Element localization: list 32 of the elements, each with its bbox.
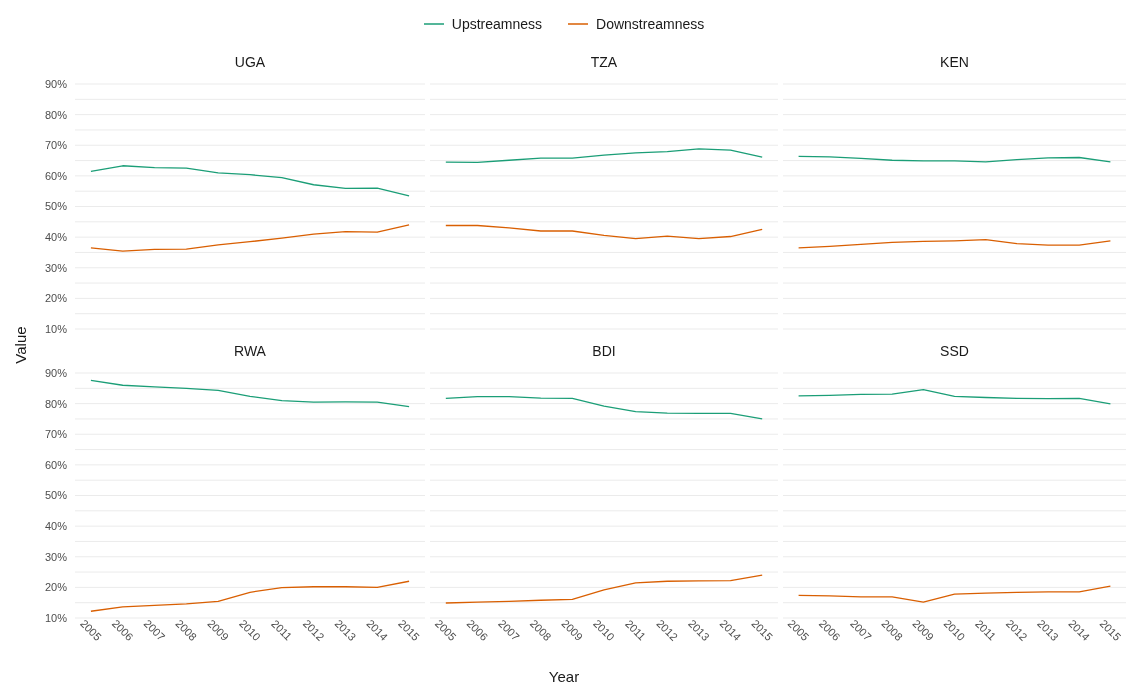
y-tick-label: 70% bbox=[44, 428, 68, 441]
chart-title: SSD bbox=[939, 343, 970, 361]
y-tick-label: 30% bbox=[44, 550, 68, 563]
y-axis-title: Value bbox=[12, 325, 30, 366]
chart-title: BDI bbox=[591, 343, 617, 361]
chart-title: UGA bbox=[233, 54, 267, 72]
y-tick-label: 40% bbox=[44, 520, 68, 533]
x-axis-title: Year bbox=[547, 668, 581, 685]
legend-label: Downstreamness bbox=[596, 16, 705, 32]
y-tick-label: 90% bbox=[44, 77, 68, 90]
legend-label: Upstreamness bbox=[451, 16, 543, 32]
line-series bbox=[90, 224, 410, 252]
y-tick-label: 10% bbox=[44, 611, 68, 624]
y-tick-label: 20% bbox=[44, 581, 68, 594]
chart-title: RWA bbox=[233, 343, 267, 361]
y-tick-label: 50% bbox=[44, 489, 68, 502]
chart-title: KEN bbox=[939, 54, 970, 72]
line-series bbox=[90, 165, 410, 197]
y-tick-label: 20% bbox=[44, 292, 68, 305]
y-tick-label: 40% bbox=[44, 231, 68, 244]
line-series bbox=[90, 580, 410, 612]
y-tick-label: 60% bbox=[44, 169, 68, 182]
y-tick-label: 60% bbox=[44, 458, 68, 471]
y-tick-label: 30% bbox=[44, 261, 68, 274]
y-tick-label: 10% bbox=[44, 322, 68, 335]
y-tick-label: 80% bbox=[44, 108, 68, 121]
y-tick-label: 70% bbox=[44, 139, 68, 152]
y-tick-label: 90% bbox=[44, 366, 68, 379]
line-series bbox=[90, 379, 410, 408]
chart-title: TZA bbox=[589, 54, 619, 72]
y-tick-label: 80% bbox=[44, 397, 68, 410]
y-tick-label: 50% bbox=[44, 200, 68, 213]
